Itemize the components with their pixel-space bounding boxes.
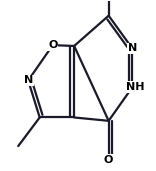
Text: N: N — [128, 43, 137, 54]
Text: O: O — [104, 155, 113, 165]
Text: NH: NH — [126, 82, 144, 92]
Text: O: O — [48, 40, 57, 50]
Text: N: N — [24, 75, 33, 86]
